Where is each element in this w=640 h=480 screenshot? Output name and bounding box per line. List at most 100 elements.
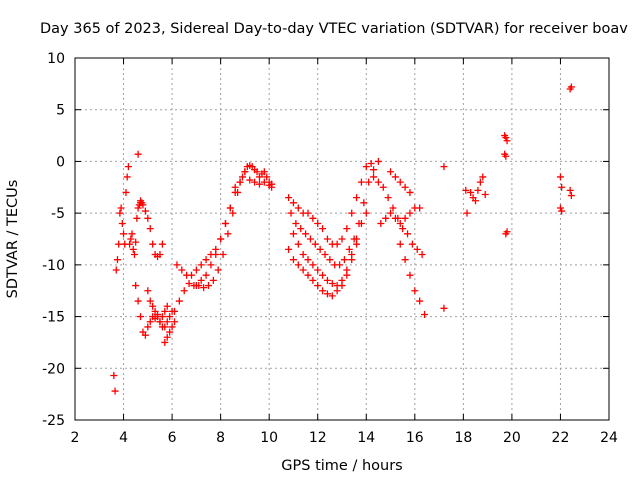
data-point-plus	[163, 318, 171, 326]
data-point-plus	[238, 173, 246, 181]
data-point-plus	[319, 225, 327, 233]
y-tick-label: -10	[42, 258, 65, 274]
x-tick-label: 4	[119, 430, 128, 446]
data-point-plus	[396, 178, 404, 186]
data-point-plus	[476, 178, 484, 186]
data-point-plus	[229, 209, 237, 217]
data-point-plus	[289, 256, 297, 264]
data-point-plus	[309, 261, 317, 269]
data-point-plus	[236, 178, 244, 186]
data-point-plus	[391, 214, 399, 222]
data-point-plus	[294, 261, 302, 269]
y-tick-label: 10	[47, 51, 65, 67]
chart-title: Day 365 of 2023, Sidereal Day-to-day VTE…	[40, 21, 628, 37]
x-axis-tick-labels: 2 4 6 8 10 12 14 16 18 20 22 24	[71, 430, 618, 446]
data-point-plus	[396, 219, 404, 227]
data-point-plus	[116, 209, 124, 217]
data-point-plus	[289, 199, 297, 207]
data-point-plus	[323, 276, 331, 284]
data-point-plus	[567, 192, 575, 200]
data-point-plus	[154, 313, 162, 321]
data-point-plus	[221, 219, 229, 227]
data-point-plus	[137, 313, 145, 321]
data-point-plus	[556, 204, 564, 212]
data-point-plus	[304, 209, 312, 217]
data-point-plus	[345, 245, 353, 253]
data-point-plus	[134, 204, 142, 212]
x-tick-label: 14	[357, 430, 375, 446]
data-point-plus	[314, 266, 322, 274]
data-point-plus	[387, 209, 395, 217]
data-point-plus	[124, 163, 132, 171]
data-point-plus	[263, 173, 271, 181]
data-point-plus	[353, 194, 361, 202]
x-tick-label: 6	[168, 430, 177, 446]
y-axis-label: SDTVAR / TECUs	[5, 180, 21, 299]
data-point-plus	[365, 178, 373, 186]
data-point-plus	[173, 261, 181, 269]
data-point-plus	[479, 173, 487, 181]
data-point-plus	[558, 183, 566, 191]
data-point-plus	[197, 261, 205, 269]
y-tick-label: -20	[42, 361, 65, 377]
data-point-plus	[115, 240, 123, 248]
data-point-plus	[175, 297, 183, 305]
data-point-plus	[413, 245, 421, 253]
data-point-plus	[144, 287, 152, 295]
data-point-plus	[156, 251, 164, 259]
data-point-plus	[502, 134, 510, 142]
x-tick-label: 18	[454, 430, 472, 446]
data-point-plus	[314, 282, 322, 290]
data-point-plus	[328, 279, 336, 287]
data-point-plus	[163, 333, 171, 341]
data-point-plus	[209, 276, 217, 284]
data-point-plus	[321, 251, 329, 259]
x-tick-label: 22	[552, 430, 570, 446]
data-point-plus	[123, 173, 131, 181]
data-point-plus	[401, 256, 409, 264]
data-point-plus	[401, 183, 409, 191]
data-point-plus	[384, 194, 392, 202]
y-tick-label: 0	[56, 154, 65, 170]
data-point-plus	[503, 137, 511, 145]
data-point-plus	[207, 261, 215, 269]
data-point-plus	[401, 214, 409, 222]
data-point-plus	[326, 256, 334, 264]
data-point-plus	[118, 219, 126, 227]
data-point-plus	[166, 328, 174, 336]
y-tick-label: -15	[42, 310, 65, 326]
data-point-plus	[171, 307, 179, 315]
data-point-plus	[306, 235, 314, 243]
data-point-plus	[399, 225, 407, 233]
data-point-plus	[406, 209, 414, 217]
data-point-plus	[319, 271, 327, 279]
data-point-plus	[474, 186, 482, 194]
data-point-plus	[133, 214, 141, 222]
data-point-plus	[421, 311, 429, 319]
data-point-plus	[370, 173, 378, 181]
data-point-plus	[333, 240, 341, 248]
data-point-plus	[357, 178, 365, 186]
data-point-plus	[146, 318, 154, 326]
data-point-plus	[362, 163, 370, 171]
data-point-plus	[362, 209, 370, 217]
data-point-plus	[219, 251, 227, 259]
data-point-plus	[185, 279, 193, 287]
data-point-plus	[241, 168, 249, 176]
data-point-plus	[251, 178, 259, 186]
data-point-plus	[304, 271, 312, 279]
data-point-plus	[113, 256, 121, 264]
data-point-plus	[416, 204, 424, 212]
data-point-plus	[340, 256, 348, 264]
data-point-plus	[246, 176, 254, 184]
data-point-plus	[338, 282, 346, 290]
data-point-plus	[374, 178, 382, 186]
data-point-plus	[309, 214, 317, 222]
data-point-plus	[343, 271, 351, 279]
data-point-plus	[304, 256, 312, 264]
data-point-plus	[367, 159, 375, 167]
data-point-plus	[285, 245, 293, 253]
data-point-plus	[178, 266, 186, 274]
grid-lines	[75, 58, 609, 420]
data-point-plus	[481, 191, 489, 199]
